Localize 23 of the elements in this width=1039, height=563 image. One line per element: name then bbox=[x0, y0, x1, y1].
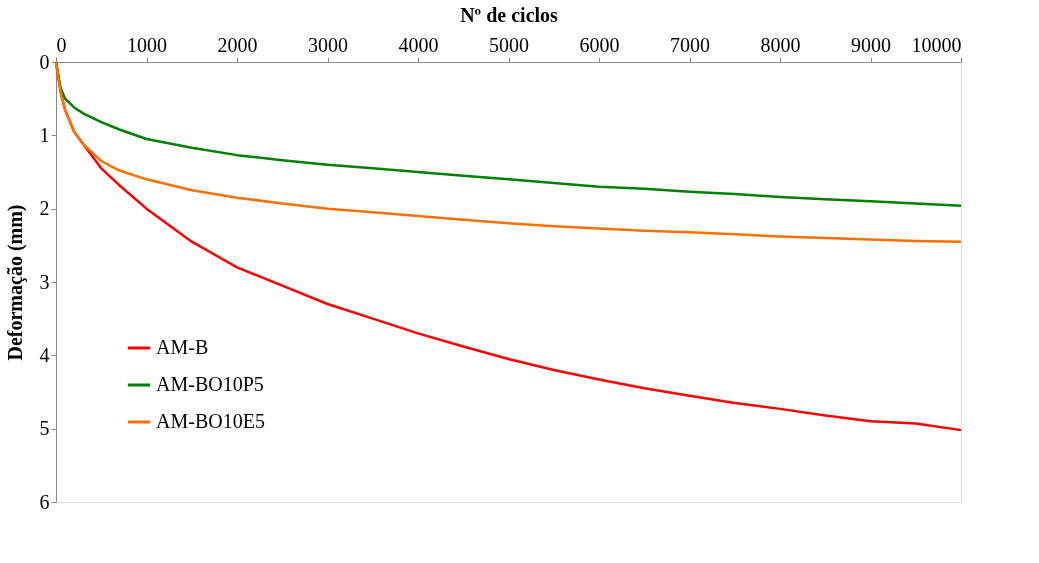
legend-label: AM-B bbox=[156, 336, 209, 358]
x-tick-label: 0 bbox=[56, 33, 67, 56]
x-axis-title: Nº de ciclos bbox=[460, 3, 559, 26]
y-tick-label: 0 bbox=[39, 50, 50, 73]
legend-label: AM-BO10E5 bbox=[156, 410, 265, 432]
x-tick-label: 3000 bbox=[308, 33, 348, 56]
y-tick-label: 5 bbox=[39, 417, 50, 440]
y-tick-label: 3 bbox=[39, 270, 50, 293]
x-tick-label: 8000 bbox=[760, 33, 801, 56]
x-tick-label: 6000 bbox=[579, 33, 620, 56]
y-tick-label: 6 bbox=[39, 490, 50, 513]
x-tick-label: 5000 bbox=[489, 33, 529, 56]
x-tick-label: 7000 bbox=[670, 33, 710, 56]
x-tick-label: 9000 bbox=[851, 33, 891, 56]
y-tick-label: 2 bbox=[39, 197, 50, 220]
x-tick-label: 4000 bbox=[398, 33, 439, 56]
x-tick-label: 2000 bbox=[217, 33, 258, 56]
x-tick-label: 1000 bbox=[127, 33, 167, 56]
x-tick-label: 10000 bbox=[911, 33, 962, 56]
y-tick-label: 1 bbox=[39, 123, 50, 146]
y-tick-label: 4 bbox=[39, 343, 50, 366]
y-axis-title: Deformação (mm) bbox=[3, 204, 27, 361]
legend-label: AM-BO10P5 bbox=[156, 373, 264, 395]
